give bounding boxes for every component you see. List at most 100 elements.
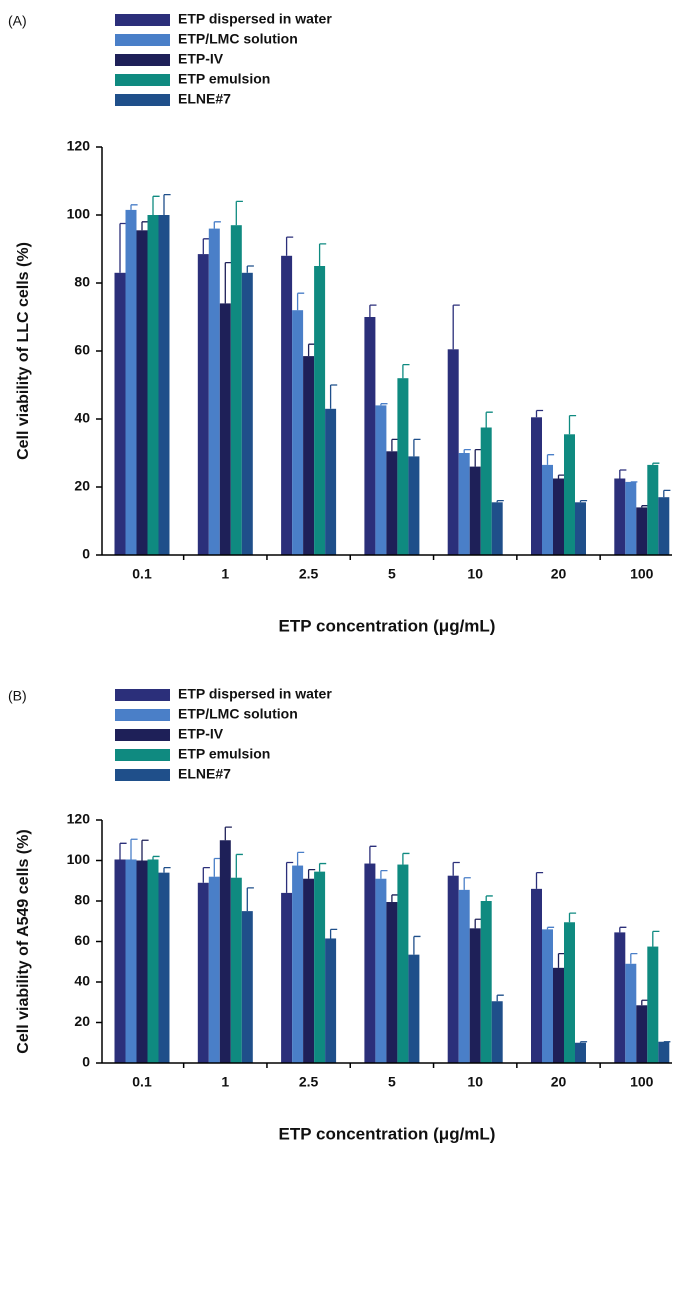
bar <box>625 481 637 555</box>
error-bar <box>413 935 421 955</box>
y-tick-label: 60 <box>74 342 90 358</box>
error-bar <box>152 855 160 860</box>
error-bar <box>452 304 460 350</box>
error-bar <box>535 409 544 418</box>
error-bar <box>380 869 388 879</box>
bar <box>553 478 564 555</box>
error-bar <box>285 236 294 256</box>
error-bar <box>369 845 377 864</box>
x-axis-title: ETP concentration (μg/mL) <box>279 1124 496 1143</box>
legend-label: ETP dispersed in water <box>178 686 332 702</box>
error-bar <box>285 861 294 893</box>
bar <box>564 434 575 555</box>
legend-label: ETP/LMC solution <box>178 31 298 47</box>
bar <box>531 888 542 1063</box>
error-bar <box>619 926 627 933</box>
bar <box>658 1041 670 1063</box>
bar <box>314 871 326 1063</box>
error-bar <box>535 872 544 889</box>
bar <box>469 466 481 555</box>
y-tick-label: 80 <box>74 892 90 908</box>
bar <box>408 954 420 1063</box>
bar <box>564 922 575 1063</box>
y-tick-label: 20 <box>74 1013 90 1029</box>
error-bar <box>619 469 627 479</box>
error-bar <box>130 838 138 860</box>
x-tick-label: 0.1 <box>132 566 152 582</box>
bar <box>542 929 553 1063</box>
error-bar <box>496 994 504 1002</box>
error-bar <box>402 363 410 379</box>
y-tick-label: 40 <box>74 410 90 426</box>
error-bar <box>568 414 577 435</box>
bar <box>136 860 148 1063</box>
bar <box>386 902 398 1063</box>
bar <box>386 451 398 555</box>
bar <box>158 215 170 555</box>
bar <box>375 878 387 1063</box>
y-tick-label: 20 <box>74 478 90 494</box>
bar <box>230 225 242 555</box>
error-bar <box>463 877 471 890</box>
error-bar <box>496 499 504 503</box>
bar <box>614 478 626 555</box>
error-bar <box>202 866 210 883</box>
bar <box>147 215 159 555</box>
y-tick-label: 60 <box>74 932 90 948</box>
error-bar <box>579 499 588 503</box>
legend-swatch <box>115 94 170 106</box>
bar <box>469 928 481 1063</box>
error-bar <box>318 862 327 872</box>
x-tick-label: 0.1 <box>132 1074 152 1090</box>
bar <box>158 872 170 1063</box>
x-tick-label: 1 <box>221 1074 229 1090</box>
bar <box>197 254 209 555</box>
error-bar <box>652 930 660 947</box>
bar <box>136 230 148 556</box>
bar <box>241 272 253 555</box>
legend-swatch <box>115 709 170 721</box>
bar <box>208 876 220 1063</box>
bar <box>303 356 315 555</box>
legend-swatch <box>115 54 170 66</box>
x-tick-label: 10 <box>467 1074 483 1090</box>
bar <box>219 840 231 1063</box>
x-tick-label: 5 <box>388 566 396 582</box>
x-tick-label: 10 <box>467 566 483 582</box>
error-bar <box>213 221 221 229</box>
bar <box>364 863 376 1063</box>
bar <box>647 464 659 555</box>
bar <box>636 507 648 555</box>
error-bar <box>369 304 377 317</box>
legend-label: ETP/LMC solution <box>178 706 298 722</box>
error-bar <box>163 866 171 873</box>
bar <box>241 911 253 1063</box>
y-axis-title: Cell viability of LLC cells (%) <box>15 242 32 460</box>
error-bar <box>307 868 316 879</box>
y-tick-label: 0 <box>82 1054 90 1070</box>
legend-label: ETP emulsion <box>178 71 270 87</box>
legend-swatch <box>115 74 170 86</box>
bar <box>147 859 159 1063</box>
bar <box>208 228 220 555</box>
x-tick-label: 5 <box>388 1074 396 1090</box>
x-tick-label: 100 <box>630 566 654 582</box>
error-bar <box>224 826 232 841</box>
bar <box>491 1001 503 1063</box>
y-tick-label: 100 <box>67 206 91 222</box>
bar <box>219 303 231 555</box>
y-tick-label: 120 <box>67 138 91 154</box>
error-bar <box>296 292 305 311</box>
x-axis-title: ETP concentration (μg/mL) <box>279 616 496 635</box>
legend-swatch <box>115 14 170 26</box>
error-bar <box>141 839 149 861</box>
bar <box>281 892 293 1063</box>
error-bar <box>163 193 171 215</box>
legend-swatch <box>115 34 170 46</box>
x-tick-label: 2.5 <box>299 566 319 582</box>
legend-label: ELNE#7 <box>178 91 231 107</box>
y-tick-label: 40 <box>74 973 90 989</box>
y-tick-label: 100 <box>67 851 91 867</box>
y-tick-label: 120 <box>67 811 91 827</box>
